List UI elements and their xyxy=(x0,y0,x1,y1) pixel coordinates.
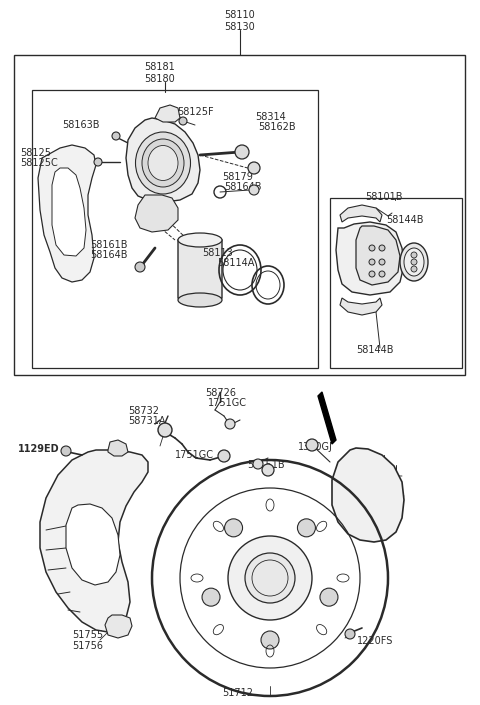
Text: 58164B: 58164B xyxy=(90,250,128,260)
Polygon shape xyxy=(155,105,180,122)
Ellipse shape xyxy=(178,293,222,307)
Text: 51756: 51756 xyxy=(72,641,104,651)
Text: 58113: 58113 xyxy=(202,248,233,258)
Polygon shape xyxy=(135,195,178,232)
Circle shape xyxy=(411,259,417,265)
Circle shape xyxy=(411,252,417,258)
Ellipse shape xyxy=(135,132,191,194)
Polygon shape xyxy=(340,298,382,315)
Circle shape xyxy=(135,262,145,272)
Text: 58726: 58726 xyxy=(205,388,236,398)
Text: 58112: 58112 xyxy=(185,237,216,247)
Circle shape xyxy=(94,158,102,166)
Circle shape xyxy=(369,271,375,277)
Circle shape xyxy=(411,266,417,272)
Circle shape xyxy=(262,464,274,476)
Circle shape xyxy=(253,459,263,469)
Text: 58125C: 58125C xyxy=(20,158,58,168)
Polygon shape xyxy=(340,205,382,222)
Polygon shape xyxy=(332,448,404,542)
Circle shape xyxy=(61,446,71,456)
Circle shape xyxy=(248,162,260,174)
Text: 58731A: 58731A xyxy=(128,416,166,426)
Circle shape xyxy=(320,588,338,606)
Text: 58125F: 58125F xyxy=(177,107,214,117)
Circle shape xyxy=(202,588,220,606)
Text: 58144B: 58144B xyxy=(386,215,423,225)
Circle shape xyxy=(379,259,385,265)
Circle shape xyxy=(158,423,172,437)
Circle shape xyxy=(379,245,385,251)
Circle shape xyxy=(228,536,312,620)
Text: 58162B: 58162B xyxy=(258,122,296,132)
Circle shape xyxy=(379,271,385,277)
Polygon shape xyxy=(52,168,86,256)
Circle shape xyxy=(261,631,279,649)
Polygon shape xyxy=(105,615,132,638)
Polygon shape xyxy=(336,222,404,295)
Text: 58114A: 58114A xyxy=(217,258,254,268)
Circle shape xyxy=(369,259,375,265)
Text: 51712: 51712 xyxy=(223,688,253,698)
Circle shape xyxy=(306,439,318,451)
Text: 1360GJ: 1360GJ xyxy=(298,442,333,452)
Text: 58732: 58732 xyxy=(128,406,159,416)
Text: 51755: 51755 xyxy=(72,630,104,640)
Text: 58161B: 58161B xyxy=(90,240,128,250)
Bar xyxy=(14,55,465,375)
Ellipse shape xyxy=(400,243,428,281)
Ellipse shape xyxy=(178,233,222,247)
Ellipse shape xyxy=(148,145,178,180)
Circle shape xyxy=(179,117,187,125)
Circle shape xyxy=(249,185,259,195)
Polygon shape xyxy=(108,440,128,456)
Text: 58144B: 58144B xyxy=(356,345,394,355)
Polygon shape xyxy=(38,145,96,282)
Ellipse shape xyxy=(142,139,184,187)
Text: 1129ED: 1129ED xyxy=(18,444,60,454)
Circle shape xyxy=(245,553,295,603)
Text: 58164B: 58164B xyxy=(224,182,262,192)
Circle shape xyxy=(345,629,355,639)
Polygon shape xyxy=(66,504,120,585)
Bar xyxy=(330,198,462,368)
Text: 58314: 58314 xyxy=(255,112,286,122)
Ellipse shape xyxy=(404,248,424,276)
Polygon shape xyxy=(318,392,336,444)
Text: 58101B: 58101B xyxy=(365,192,403,202)
Polygon shape xyxy=(178,234,222,304)
Text: 1751GC: 1751GC xyxy=(175,450,214,460)
Circle shape xyxy=(112,132,120,140)
Bar xyxy=(32,90,318,368)
Circle shape xyxy=(235,145,249,159)
Text: 58163B: 58163B xyxy=(62,120,99,130)
Circle shape xyxy=(218,450,230,462)
Circle shape xyxy=(369,245,375,251)
Circle shape xyxy=(225,419,235,429)
Text: 1751GC: 1751GC xyxy=(208,398,247,408)
Text: 58179: 58179 xyxy=(222,172,253,182)
Polygon shape xyxy=(40,450,148,632)
Text: 1220FS: 1220FS xyxy=(357,636,393,646)
Text: 58181
58180: 58181 58180 xyxy=(144,62,175,84)
Polygon shape xyxy=(126,118,200,202)
Circle shape xyxy=(225,519,242,537)
Text: 58125: 58125 xyxy=(20,148,51,158)
Circle shape xyxy=(298,519,315,537)
Text: 58110
58130: 58110 58130 xyxy=(225,10,255,32)
Text: 58151B: 58151B xyxy=(247,460,285,470)
Polygon shape xyxy=(356,226,400,285)
